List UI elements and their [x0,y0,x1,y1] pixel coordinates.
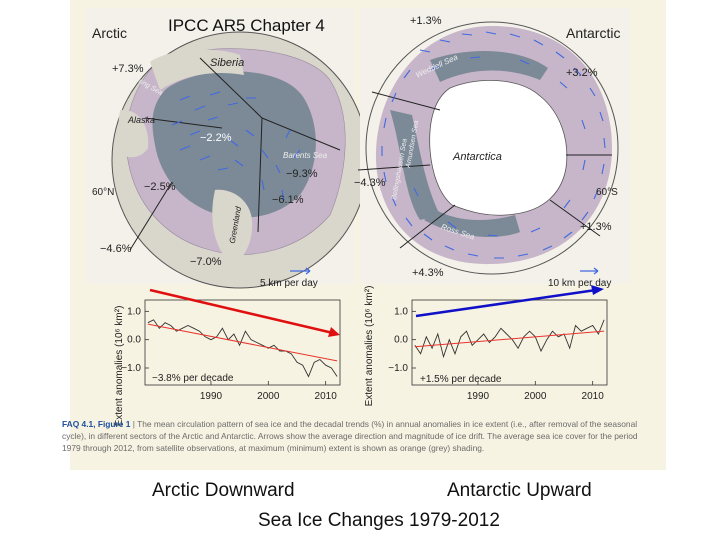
alaska-land [115,109,149,158]
antarctic-trend-label: +1.3% [580,221,612,233]
arctic-ylabel: Extent anomalies (10⁶ km²) [114,306,125,427]
arctic-sector-line [199,57,263,119]
barents-sea-label: Barents Sea [283,151,328,160]
antarctic-trend-label: +3.2% [566,67,598,79]
arctic-sector-line [129,181,173,251]
arctic-ice-min [152,71,316,218]
siberia-land [150,49,244,90]
antarctic-trend-label: −4.3% [354,177,386,189]
antarctic-ytick-label: −1.0 [388,363,408,374]
caption-label: FAQ 4.1, Figure 1 [62,419,131,429]
antarctic-trend-label: +1.3% [410,15,442,27]
slide-title: IPCC AR5 Chapter 4 [168,16,325,35]
arctic-trend-label: −7.0% [190,256,222,268]
arctic-title: Arctic [92,25,127,41]
subtitle: Sea Ice Changes 1979-2012 [258,510,500,531]
arctic-map: Arctic 60°N Siberia Alaska Greenland Bar… [86,8,369,289]
antarctic-ytick-label: 1.0 [394,306,408,317]
arctic-downward-label: Arctic Downward [152,480,295,501]
arctic-scale-label: 5 km per day [260,278,318,289]
antarctica-label: Antarctica [452,151,502,163]
antarctic-xtick-label: 1990 [467,391,490,402]
antarctic-sector-line [549,199,601,237]
arctic-xtick-label: 1990 [200,391,223,402]
antarctic-drift-arrows [381,31,606,259]
arctic-ytick-label: −1.0 [121,363,141,374]
arctic-sector-line [261,117,341,151]
antarctic-lat-label: 60°S [596,187,618,198]
antarctic-extent-series [414,319,605,359]
arctic-drift-arrows [171,91,301,201]
arctic-trend-label: −4.6% [100,243,132,255]
arctic-annotation: −3.8% per decade [152,373,234,384]
antarctic-scale-label: 10 km per day [548,278,611,289]
downward-trend-arrow [149,288,334,335]
arctic-trend-label: +7.3% [112,63,144,75]
arctic-lat-label: 60°N [92,187,114,198]
antarctic-extent-chart: Extent anomalies (10⁶ km²) +1.5% per dec… [364,286,608,407]
arctic-trend-label: −2.2% [200,132,232,144]
antarctic-ytick-label: 0.0 [394,335,408,346]
antarctic-annotation: +1.5% per decade [420,374,502,385]
antarctic-scale-arrow-head [593,267,599,275]
arctic-extent-chart: Extent anomalies (10⁶ km²) −3.8% per dec… [114,299,341,427]
antarctic-trend-label: +4.3% [412,267,444,279]
antarctic-ylabel: Extent anomalies (10⁶ km²) [364,286,375,407]
caption-text: | The mean circulation pattern of sea ic… [62,419,638,453]
greenland-land [212,189,253,263]
arctic-trend-label: −9.3% [286,168,318,180]
figure-caption: FAQ 4.1, Figure 1 | The mean circulation… [62,418,650,454]
arctic-trend-line [147,323,338,362]
antarctic-ice-min [390,50,548,237]
antarctic-sector-line [357,164,431,171]
sea-ice-maps: Arctic 60°N Siberia Alaska Greenland Bar… [86,8,630,427]
alaska-label: Alaska [127,115,155,125]
antarctica-land [429,80,568,216]
antarctic-sector-line [399,204,456,249]
antarctic-xtick-label: 2010 [582,391,605,402]
arctic-sector-line [257,117,263,233]
arctic-trend-label: −6.1% [272,194,304,206]
antarctic-upward-label: Antarctic Upward [447,480,592,501]
antarctic-trend-line [414,330,605,348]
downward-trend-arrow-head [328,327,340,337]
upward-trend-arrow-head [591,285,604,295]
antarctic-title: Antarctic [566,25,620,41]
upward-trend-arrow [415,288,597,318]
antarctic-sector-line [371,91,441,111]
antarctic-map: Antarctic 60°S Antarctica Weddell Sea Ro… [354,8,630,289]
antarctic-plot-frame [411,299,608,386]
arctic-scale-arrow-head [305,267,311,275]
arctic-xtick-label: 2010 [315,391,338,402]
arctic-ytick-label: 0.0 [127,335,141,346]
antarctic-xtick-label: 2000 [524,391,547,402]
arctic-trend-label: −2.5% [144,181,176,193]
arctic-sector-line [144,117,223,129]
arctic-plot-frame [144,299,341,386]
siberia-label: Siberia [210,57,244,69]
arctic-xtick-label: 2000 [257,391,280,402]
arctic-ytick-label: 1.0 [127,306,141,317]
